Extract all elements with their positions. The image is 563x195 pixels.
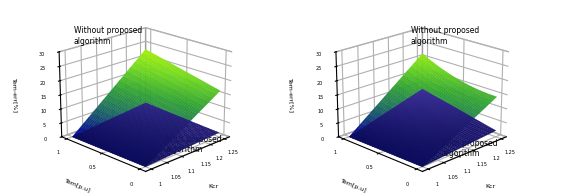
X-axis label: Kcr: Kcr bbox=[209, 184, 219, 189]
Text: With proposed
algorithm: With proposed algorithm bbox=[443, 139, 498, 158]
Y-axis label: Tem[p.u]: Tem[p.u] bbox=[341, 179, 368, 194]
X-axis label: Kcr: Kcr bbox=[485, 184, 496, 189]
Text: With proposed
algorithm: With proposed algorithm bbox=[166, 135, 221, 154]
Text: Without proposed
algorithm: Without proposed algorithm bbox=[74, 26, 142, 46]
Text: Without proposed
algorithm: Without proposed algorithm bbox=[410, 26, 479, 46]
Y-axis label: Tem[p.u]: Tem[p.u] bbox=[64, 179, 91, 194]
